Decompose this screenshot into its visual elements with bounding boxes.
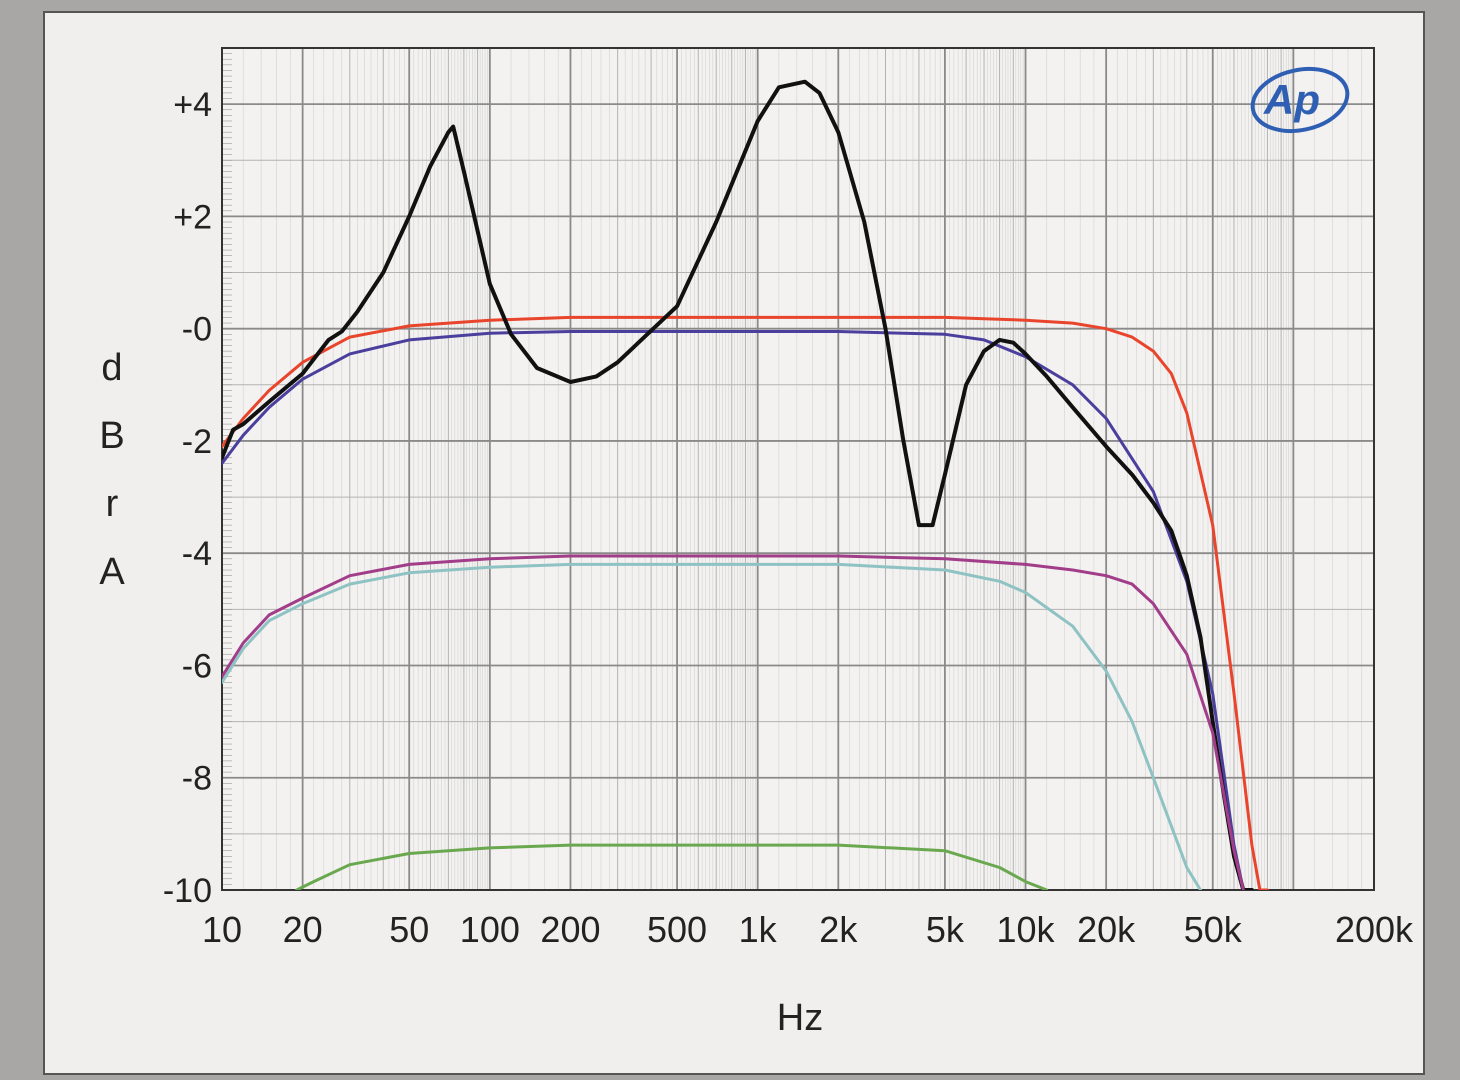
- y-tick-label: -10: [163, 872, 212, 910]
- series-line-3: [222, 554, 1245, 890]
- x-tick-labels: 10 20 50 100 200 500 1k 2k 5k 10k 20k 50k 200k: [202, 909, 1414, 950]
- x-tick-label: 20: [283, 909, 323, 950]
- y-tick-label: -4: [182, 535, 212, 573]
- x-tick-label: 50: [389, 909, 429, 950]
- y-tick-label: -8: [182, 760, 212, 798]
- grid-minor: [222, 47, 1374, 891]
- x-tick-label: 200k: [1335, 909, 1414, 950]
- x-tick-label: 5k: [926, 909, 965, 950]
- y-tick-label: -0: [182, 311, 212, 349]
- y-tick-label: +2: [173, 198, 212, 236]
- x-axis-label: Hz: [777, 997, 823, 1039]
- series-line-2: [222, 79, 1254, 890]
- series-line-1: [222, 330, 1245, 890]
- x-tick-label: 200: [540, 909, 600, 950]
- series-line-4: [222, 562, 1202, 890]
- y-tick-label: +4: [173, 86, 212, 124]
- x-tick-label: 50k: [1184, 909, 1243, 950]
- y-axis-label-letter: r: [106, 483, 119, 525]
- ap-logo: Ap: [1250, 67, 1350, 133]
- x-tick-label: 20k: [1077, 909, 1136, 950]
- y-tick-label: -2: [182, 423, 212, 461]
- x-tick-label: 100: [460, 909, 520, 950]
- series-line-5: [295, 843, 1049, 890]
- series-line-0: [222, 315, 1269, 890]
- x-tick-label: 10k: [997, 909, 1056, 950]
- x-tick-label: 1k: [739, 909, 778, 950]
- x-tick-label: 500: [647, 909, 707, 950]
- y-tick-labels: +4 +2 -0 -2 -4 -6 -8 -10: [163, 86, 212, 910]
- plot-border: [221, 47, 1375, 891]
- y-axis-label-letter: A: [99, 551, 125, 593]
- y-axis-label-letter: B: [99, 415, 124, 457]
- ap-logo-text: Ap: [1263, 76, 1320, 123]
- y-tick-label: -6: [182, 647, 212, 685]
- y-axis-label-letter: d: [101, 347, 122, 389]
- x-tick-label: 10: [202, 909, 242, 950]
- series-group: [222, 79, 1269, 890]
- x-tick-label: 2k: [819, 909, 858, 950]
